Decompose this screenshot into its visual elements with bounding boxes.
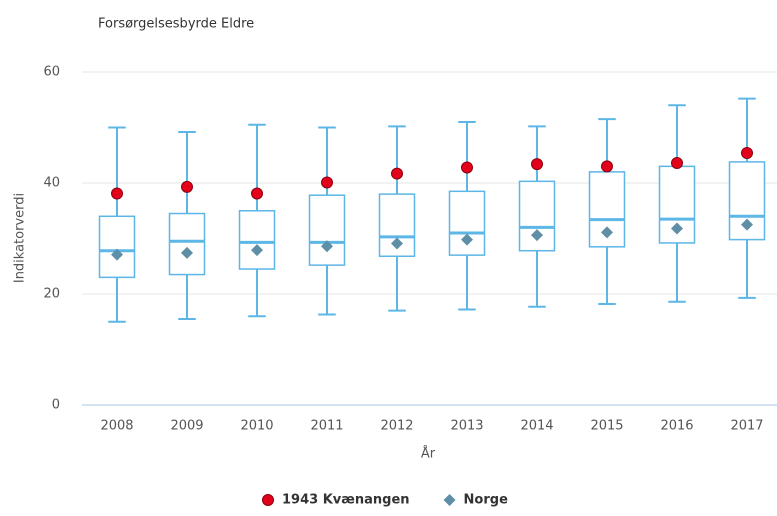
point	[531, 158, 543, 171]
upper-whisker	[668, 104, 686, 167]
x-tick-label: 2017	[730, 419, 763, 434]
box	[308, 194, 346, 266]
point	[391, 237, 403, 250]
upper-whisker	[108, 126, 126, 217]
point	[461, 161, 473, 174]
lower-whisker	[318, 265, 336, 316]
lower-whisker	[108, 277, 126, 323]
legend-marker	[443, 494, 456, 506]
x-tick-label: 2013	[450, 419, 483, 434]
x-tick-label: 2010	[240, 419, 273, 434]
point	[671, 222, 683, 235]
point	[251, 244, 263, 257]
x-tick-label: 2015	[590, 419, 623, 434]
point	[111, 187, 123, 200]
point	[601, 160, 613, 173]
point	[181, 246, 193, 259]
legend-label: Norge	[464, 493, 509, 508]
point	[671, 157, 683, 170]
x-tick-label: 2016	[660, 419, 693, 434]
lower-whisker	[528, 250, 546, 308]
point	[181, 180, 193, 193]
x-tick-label: 2008	[100, 419, 133, 434]
point	[111, 248, 123, 261]
y-tick-label: 60	[43, 65, 60, 80]
x-axis-label: År	[421, 446, 436, 462]
upper-whisker	[458, 120, 476, 192]
x-tick-label: 2014	[520, 419, 553, 434]
y-axis-label: Indikatorverdi	[13, 193, 28, 283]
point	[321, 176, 333, 189]
point	[601, 226, 613, 239]
box	[168, 212, 206, 276]
y-tick-label: 20	[43, 287, 60, 302]
point	[251, 187, 263, 200]
lower-whisker	[248, 269, 266, 318]
lower-whisker	[598, 246, 616, 305]
point	[741, 147, 753, 160]
y-tick-label: 0	[52, 398, 60, 413]
point	[321, 240, 333, 253]
point	[461, 233, 473, 246]
point	[531, 229, 543, 242]
x-tick-label: 2009	[170, 419, 203, 434]
lower-whisker	[458, 255, 476, 311]
lower-whisker	[668, 242, 686, 303]
chart-title: Forsørgelsesbyrde Eldre	[98, 17, 254, 32]
box	[98, 215, 136, 279]
box	[238, 210, 276, 270]
legend-marker	[262, 494, 274, 506]
upper-whisker	[388, 125, 406, 195]
x-tick-label: 2011	[310, 419, 343, 434]
y-tick-label: 40	[43, 176, 60, 191]
upper-whisker	[178, 130, 196, 214]
point	[391, 167, 403, 180]
legend-label: 1943 Kvænangen	[282, 493, 410, 508]
x-tick-label: 2012	[380, 419, 413, 434]
point	[741, 218, 753, 231]
lower-whisker	[738, 239, 756, 299]
upper-whisker	[528, 125, 546, 182]
lower-whisker	[178, 274, 196, 320]
lower-whisker	[388, 256, 406, 312]
